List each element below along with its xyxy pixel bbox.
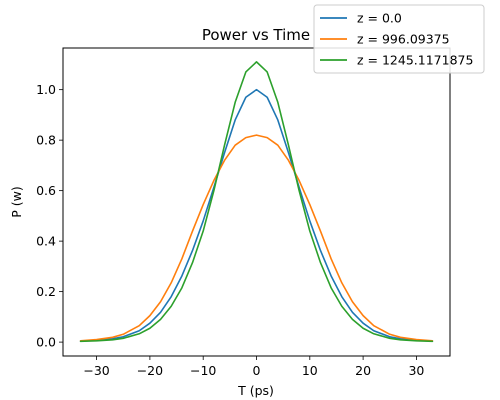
legend-label-1: z = 0.0 [357,11,402,26]
y-tick-label: 0.4 [36,234,56,249]
series-line-2 [79,134,434,342]
x-tick-label: 10 [302,363,318,378]
y-axis: 0.0 0.2 0.4 0.6 0.8 1.0 [36,82,63,350]
x-tick-label: 30 [408,363,424,378]
legend-label-3: z = 1245.1171875 [357,53,473,68]
x-tick-label: −10 [190,363,216,378]
series-line-3 [79,61,434,343]
y-tick-label: 0.2 [36,284,56,299]
series-line-1 [79,88,434,342]
x-tick-label: 20 [355,363,371,378]
y-axis-title: P (w) [9,186,24,218]
x-tick-label: 0 [253,363,261,378]
x-tick-label: −20 [137,363,163,378]
x-axis: −30 −20 −10 0 10 20 30 [83,356,424,378]
y-tick-label: 0.0 [36,335,56,350]
y-tick-label: 0.6 [36,183,56,198]
y-tick-label: 1.0 [36,82,56,97]
legend: z = 0.0 z = 996.09375 z = 1245.1171875 [313,4,485,74]
x-tick-label: −30 [83,363,109,378]
y-tick-label: 0.8 [36,133,56,148]
legend-box [313,4,485,74]
chart-title: Power vs Time [202,26,310,44]
x-axis-title: T (ps) [237,383,274,398]
series-layer [79,61,434,343]
legend-label-2: z = 996.09375 [357,32,450,47]
